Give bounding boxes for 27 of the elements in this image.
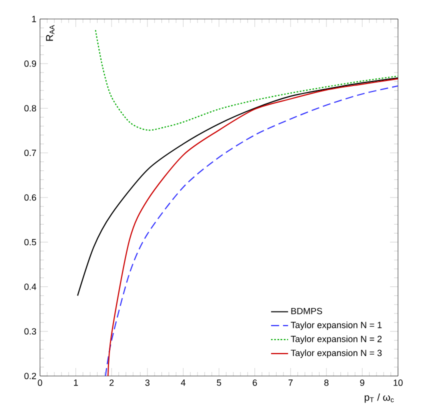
y-tick-label: 0.9 (24, 60, 36, 67)
y-tick-label: 0.6 (24, 194, 36, 201)
legend-label: BDMPS (291, 308, 322, 314)
x-tick-label: 4 (180, 380, 186, 386)
x-tick-label: 5 (216, 380, 222, 386)
legend-label: Taylor expansion N = 1 (290, 322, 382, 330)
y-tick-label: 0.3 (24, 328, 36, 335)
x-tick-label: 2 (110, 380, 114, 386)
x-tick-label: 7 (288, 380, 293, 386)
y-tick-label: 0.7 (24, 150, 36, 156)
x-axis-title: p$_{T}$ / ω$_{c}$ (364, 393, 394, 403)
y-tick-label: 0.2 (24, 372, 36, 380)
x-tick-label: 1 (74, 380, 78, 386)
y-tick-label: 0.4 (24, 284, 36, 290)
x-tick-label: 3 (145, 380, 150, 386)
line-series (94, 30, 398, 131)
x-tick-label: 10 (394, 380, 403, 386)
x-tick-label: 6 (252, 380, 257, 386)
y-tick-label: 0.8 (24, 105, 36, 112)
y-tick-label: 0.5 (24, 238, 36, 246)
legend-label: Taylor expansion N = 2 (290, 336, 382, 344)
x-tick-label: 9 (360, 380, 364, 386)
y-tick-label: 1 (32, 16, 36, 22)
x-tick-label: 8 (324, 380, 329, 386)
x-tick-label: 0 (38, 380, 42, 386)
legend-label: Taylor expansion N = 3 (290, 350, 382, 358)
y-axis-title: R$_{AA}$ (46, 25, 54, 41)
